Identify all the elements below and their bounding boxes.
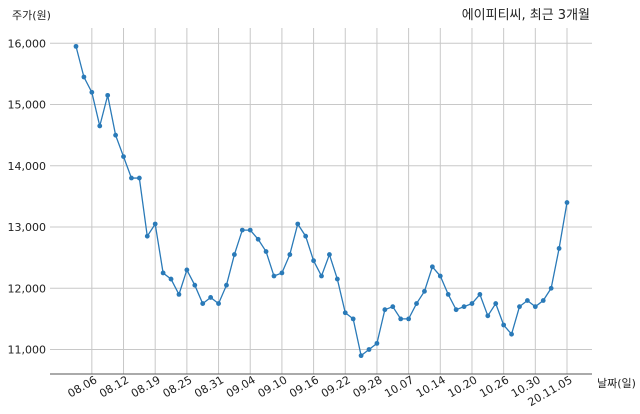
data-point <box>231 252 237 257</box>
data-point <box>477 291 483 297</box>
data-point <box>311 258 316 264</box>
data-point <box>152 221 158 227</box>
data-point <box>564 200 570 205</box>
data-point <box>366 347 372 352</box>
y-tick-label: 11,000 <box>8 344 47 357</box>
data-point <box>437 273 443 279</box>
x-tick-label: 08.12 <box>97 373 131 400</box>
data-point <box>200 301 206 306</box>
data-point <box>540 298 546 303</box>
data-point <box>548 285 554 291</box>
data-point <box>144 233 150 239</box>
x-tick-label: 09.28 <box>351 373 385 400</box>
x-tick-label: 09.10 <box>256 373 290 400</box>
data-point <box>73 43 79 49</box>
x-tick-label: 09.22 <box>319 373 353 400</box>
data-point <box>453 307 459 313</box>
data-point <box>461 304 467 310</box>
data-point <box>390 304 396 310</box>
data-point <box>398 316 404 322</box>
data-point <box>216 301 221 306</box>
data-point <box>287 252 293 257</box>
data-point <box>239 227 245 233</box>
data-point <box>445 291 451 297</box>
data-point <box>327 252 332 257</box>
data-point <box>342 310 348 316</box>
x-tick-label: 08.25 <box>161 373 195 400</box>
data-point <box>176 291 182 297</box>
data-point <box>556 246 562 251</box>
x-tick-label: 08.31 <box>192 373 226 400</box>
x-tick-label: 08.06 <box>66 373 100 400</box>
grid-lines <box>50 28 592 374</box>
y-tick-label: 15,000 <box>8 99 47 112</box>
data-point <box>469 301 475 306</box>
data-point <box>184 267 190 273</box>
data-point <box>160 270 166 276</box>
x-axis-label: 날짜(일) <box>597 376 636 390</box>
data-point <box>517 304 522 310</box>
data-point <box>350 316 356 322</box>
y-tick-label: 16,000 <box>8 37 47 50</box>
data-point <box>429 264 435 270</box>
x-tick-label: 10.07 <box>382 373 416 400</box>
data-point <box>509 331 514 337</box>
data-point <box>121 154 126 160</box>
data-point <box>279 270 285 276</box>
x-tick-label: 09.16 <box>287 373 321 400</box>
y-tick-label: 12,000 <box>8 282 47 295</box>
data-point <box>334 276 340 282</box>
data-point <box>382 307 388 313</box>
data-point <box>358 353 364 359</box>
data-point <box>501 322 507 328</box>
x-tick-label: 09.04 <box>224 373 258 400</box>
data-point <box>271 273 277 279</box>
x-tick-label: 10.20 <box>446 373 480 400</box>
data-point <box>208 295 214 300</box>
y-tick-label: 13,000 <box>8 221 47 234</box>
data-point <box>168 276 174 282</box>
data-point <box>105 92 111 98</box>
data-point <box>192 282 198 288</box>
data-point <box>493 301 499 306</box>
data-point <box>485 313 491 319</box>
data-point <box>136 175 142 181</box>
data-point <box>532 304 538 310</box>
data-point <box>406 316 412 322</box>
x-tick-label: 08.19 <box>129 373 163 400</box>
data-point <box>263 249 269 254</box>
data-point <box>303 233 309 239</box>
data-point <box>422 288 427 294</box>
data-point <box>255 236 261 242</box>
y-tick-label: 14,000 <box>8 160 47 173</box>
data-point <box>319 273 324 279</box>
data-point <box>374 340 380 346</box>
x-axis-ticks: 08.0608.1208.1908.2508.3109.0409.1009.16… <box>66 373 575 409</box>
data-point <box>295 221 301 227</box>
y-axis-label: 주가(원) <box>12 9 51 22</box>
data-point <box>224 282 229 288</box>
data-point <box>247 227 253 233</box>
data-point <box>414 301 419 306</box>
data-point <box>113 132 118 138</box>
price-series-points <box>73 43 570 359</box>
price-series-line <box>75 46 568 357</box>
data-point <box>81 74 87 80</box>
data-point <box>97 123 103 129</box>
x-tick-label: 10.26 <box>477 373 511 400</box>
chart-title: 에이피티씨, 최근 3개월 <box>462 8 590 23</box>
data-point <box>525 298 530 303</box>
data-point <box>89 89 95 95</box>
data-point <box>129 175 134 181</box>
x-tick-label: 10.14 <box>414 373 448 400</box>
y-axis-ticks: 11,000 12,000 13,000 14,000 15,000 16,000 <box>8 37 47 356</box>
